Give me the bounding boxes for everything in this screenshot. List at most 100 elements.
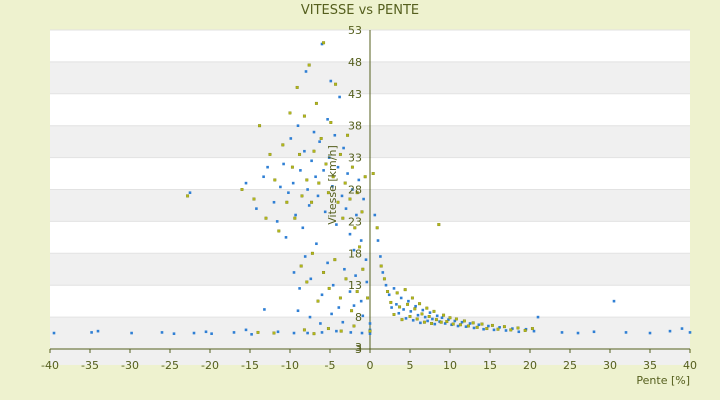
data-point	[363, 175, 367, 179]
data-point	[447, 318, 450, 321]
x-tick-label: 30	[603, 359, 617, 372]
data-point	[331, 175, 335, 179]
data-point	[322, 270, 326, 274]
x-tick-label: -10	[281, 359, 299, 372]
data-point	[360, 331, 364, 335]
data-point	[352, 304, 356, 307]
data-point	[460, 320, 464, 324]
data-point	[406, 302, 410, 306]
data-point	[338, 152, 342, 156]
data-point	[276, 330, 280, 334]
data-point	[420, 312, 424, 316]
plot-area	[50, 29, 690, 365]
data-point	[310, 251, 314, 255]
data-point	[326, 118, 329, 121]
data-point	[376, 239, 380, 242]
x-tick-label: 40	[683, 359, 697, 372]
data-point	[320, 42, 324, 46]
data-point	[438, 320, 441, 323]
data-point	[307, 204, 311, 207]
data-point	[322, 169, 325, 172]
data-point	[451, 322, 455, 326]
data-point	[482, 327, 485, 331]
data-point	[392, 313, 396, 316]
data-point	[648, 331, 652, 335]
data-point	[304, 70, 308, 73]
data-point	[351, 188, 354, 191]
data-point	[232, 331, 236, 334]
data-point	[312, 332, 316, 336]
data-point	[290, 165, 294, 169]
data-point	[592, 330, 596, 334]
data-point	[244, 181, 248, 185]
data-point	[395, 303, 398, 306]
data-point	[306, 188, 309, 191]
data-point	[240, 188, 244, 191]
y-tick-label: 33	[348, 152, 362, 165]
data-point	[301, 226, 305, 230]
data-point	[273, 178, 277, 182]
data-point	[252, 197, 256, 201]
y-tick-label: 3	[355, 341, 362, 354]
x-tick-label: 10	[443, 359, 457, 372]
data-point	[90, 331, 93, 334]
data-point	[410, 296, 414, 300]
data-point	[443, 322, 447, 325]
x-tick-label: 20	[523, 359, 537, 372]
y-tick-label: 3	[355, 343, 362, 356]
data-point	[326, 327, 330, 331]
data-point	[275, 220, 279, 223]
data-point	[415, 317, 419, 321]
data-point	[130, 331, 133, 335]
data-point	[453, 319, 457, 323]
data-point	[288, 111, 292, 115]
data-point	[408, 315, 412, 318]
data-point	[398, 305, 402, 309]
data-point	[330, 312, 333, 316]
data-point	[344, 277, 348, 281]
data-point	[530, 327, 534, 331]
data-point	[258, 124, 262, 128]
data-point	[381, 271, 385, 274]
data-point	[210, 332, 213, 335]
data-point	[471, 321, 475, 325]
data-point	[291, 181, 295, 185]
data-point	[397, 311, 401, 315]
data-point	[426, 319, 429, 323]
data-point	[272, 200, 276, 204]
data-point	[335, 329, 338, 333]
data-point	[358, 245, 362, 249]
data-point	[487, 324, 490, 328]
data-point	[357, 178, 361, 182]
data-point	[523, 329, 527, 332]
data-point	[204, 330, 208, 334]
data-point	[504, 329, 508, 332]
data-point	[314, 101, 318, 105]
data-point	[281, 143, 285, 147]
data-point	[96, 329, 100, 333]
data-point	[268, 152, 272, 156]
y-tick-label: 53	[348, 24, 362, 37]
data-point	[256, 330, 260, 334]
x-tick-label: -20	[201, 359, 219, 372]
data-point	[352, 248, 356, 252]
data-point	[322, 41, 326, 45]
data-point	[293, 216, 297, 220]
data-point	[315, 242, 318, 246]
data-point	[368, 329, 372, 333]
data-point	[375, 226, 379, 230]
data-point	[382, 277, 386, 281]
x-axis-ticks: -40 -35 -30 -25 -20 -15 -10 -5 0 5 10 15 20 25 30 35 40	[41, 349, 697, 372]
data-point	[346, 172, 349, 175]
data-point	[333, 133, 337, 137]
data-point	[302, 114, 306, 118]
data-point	[432, 309, 436, 313]
data-point	[536, 315, 540, 319]
data-point	[336, 200, 340, 204]
data-point	[462, 319, 466, 323]
x-tick-label: 35	[643, 359, 657, 372]
data-point	[402, 308, 405, 311]
data-points	[52, 41, 692, 336]
